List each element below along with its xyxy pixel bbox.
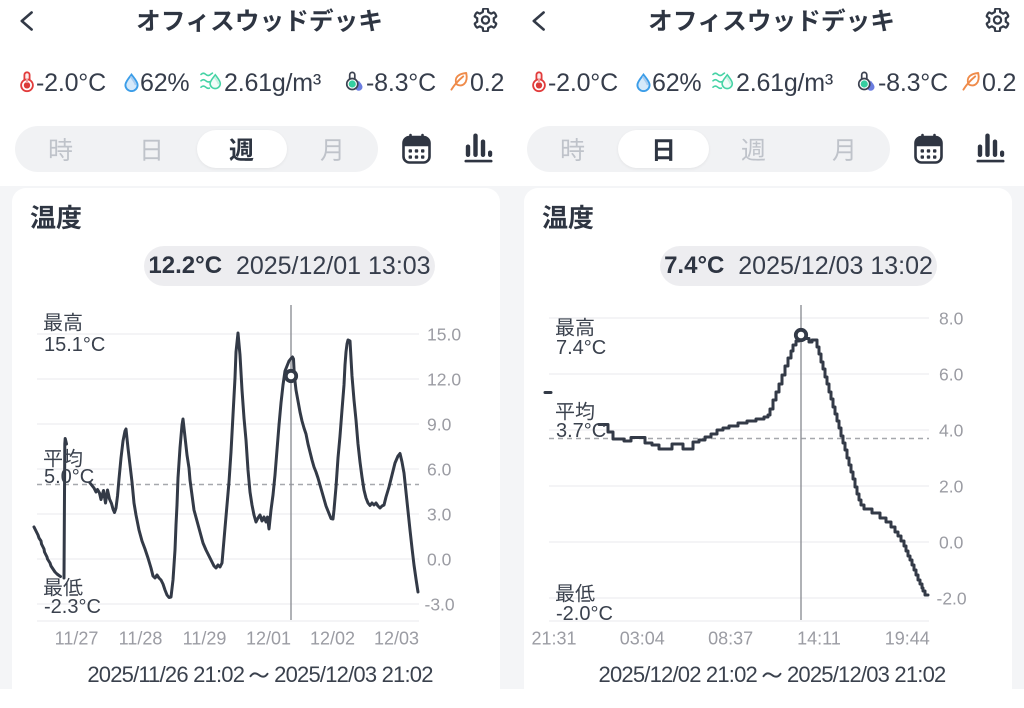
svg-text:11/27: 11/27 (55, 629, 99, 649)
svg-text:21:31: 21:31 (531, 629, 576, 649)
svg-text:6.0: 6.0 (939, 365, 964, 385)
svg-text:8.0: 8.0 (939, 309, 964, 329)
svg-text:-2.0: -2.0 (937, 589, 967, 609)
svg-text:12/03: 12/03 (374, 629, 419, 649)
svg-text:-3.0: -3.0 (425, 595, 455, 615)
svg-text:08:37: 08:37 (708, 629, 753, 649)
svg-text:0.0: 0.0 (427, 550, 452, 570)
svg-text:0.0: 0.0 (939, 533, 964, 553)
svg-text:12.0: 12.0 (427, 370, 461, 390)
svg-text:11/28: 11/28 (119, 629, 163, 649)
svg-text:14:11: 14:11 (797, 629, 841, 649)
svg-text:11/29: 11/29 (183, 629, 227, 649)
svg-text:9.0: 9.0 (427, 415, 452, 435)
svg-text:6.0: 6.0 (427, 460, 452, 480)
svg-text:19:44: 19:44 (885, 629, 930, 649)
svg-text:12/01: 12/01 (246, 629, 291, 649)
svg-text:12/02: 12/02 (310, 629, 355, 649)
svg-text:4.0: 4.0 (939, 421, 964, 441)
svg-text:2.0: 2.0 (939, 477, 964, 497)
svg-text:15.0: 15.0 (427, 325, 461, 345)
svg-text:3.0: 3.0 (427, 505, 452, 525)
svg-text:03:04: 03:04 (620, 629, 665, 649)
